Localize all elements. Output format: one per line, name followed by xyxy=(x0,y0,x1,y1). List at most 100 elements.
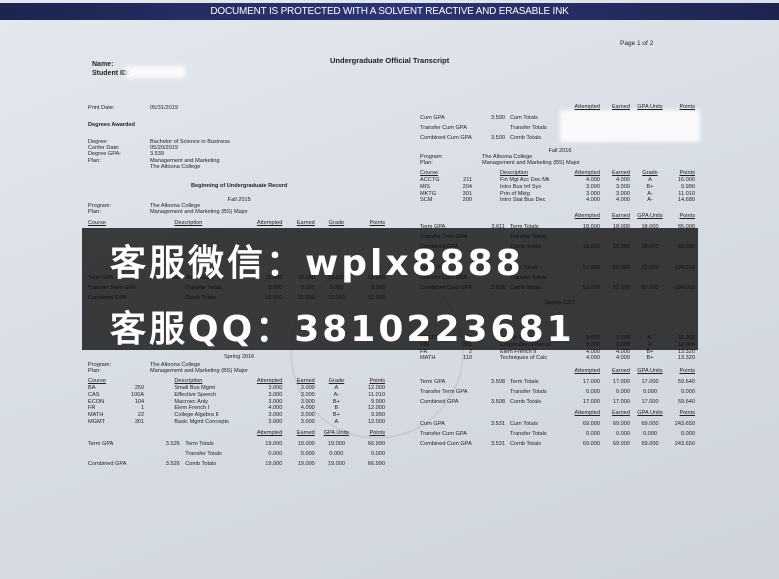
course-cell: 3.000 xyxy=(300,412,315,419)
page-number: Page 1 of 2 xyxy=(620,40,654,47)
totals-value: 0.000 xyxy=(643,389,657,395)
totals-value: 69.000 xyxy=(641,441,659,447)
course-cell: CAS xyxy=(88,391,100,398)
course-cell: FR xyxy=(88,405,96,412)
course-cell: 3.000 xyxy=(268,398,283,405)
course-cell: BA xyxy=(88,385,96,391)
column-header: Attempted xyxy=(256,430,283,436)
course-cell: Basic Mgmt Concepts xyxy=(174,419,229,425)
totals-value: 17.000 xyxy=(612,399,630,405)
gpa-value: 3.500 xyxy=(491,115,505,121)
field-label: Program: xyxy=(88,362,112,368)
totals-value: 19.000 xyxy=(327,441,345,447)
course-cell: 301 xyxy=(462,190,472,197)
course-cell: 9.990 xyxy=(681,183,695,190)
totals-value: 0.000 xyxy=(300,451,315,457)
column-header: GPA Units xyxy=(637,213,663,219)
section-heading: Degrees Awarded xyxy=(88,122,135,128)
course-cell: 4.000 xyxy=(586,355,600,362)
course-cell: 3.000 xyxy=(300,391,315,398)
column-header: Earned xyxy=(296,220,315,226)
redaction xyxy=(125,66,185,78)
field-value: 3.539 xyxy=(150,151,164,158)
field-value: The Altoona College xyxy=(482,154,533,160)
column-header: GPA Units xyxy=(323,430,350,436)
field-label: Plan: xyxy=(420,160,433,167)
column-header: GPA Units xyxy=(637,410,663,416)
totals-label: Transfer Totals xyxy=(510,389,547,395)
watermark-band: 客服微信：wplx8888 客服QQ：3810223681 xyxy=(82,228,698,350)
course-cell: 4.000 xyxy=(616,197,630,204)
totals-value: 0.000 xyxy=(681,431,695,437)
totals-value: 69.000 xyxy=(641,421,659,427)
totals-value: 243.650 xyxy=(674,421,695,427)
column-header: Attempted xyxy=(256,378,283,384)
redaction xyxy=(560,110,700,142)
field-value: 05/20/2019 xyxy=(150,145,178,152)
totals-value: 0.000 xyxy=(586,389,600,395)
totals-value: 18.000 xyxy=(582,224,600,230)
course-cell: Macroec Anly xyxy=(174,398,208,405)
totals-value: 59.640 xyxy=(677,379,695,385)
course-cell: 12.000 xyxy=(367,405,385,412)
totals-label: Transfer Totals xyxy=(185,451,222,457)
gpa-label: Combined Cum GPA xyxy=(420,441,472,447)
term-heading: Fall 2015 xyxy=(227,197,251,203)
course-cell: 211 xyxy=(463,177,472,183)
column-header: Attempted xyxy=(256,220,283,226)
gpa-value: 3.526 xyxy=(165,461,180,467)
totals-label: Transfer Totals xyxy=(510,125,547,131)
totals-value: 69.000 xyxy=(582,441,600,447)
course-cell: 4.000 xyxy=(300,405,315,412)
course-cell: Intro Bus Inf Sys xyxy=(500,183,542,190)
course-cell: B+ xyxy=(332,412,340,419)
gpa-value: 3.508 xyxy=(491,399,505,405)
column-header: Points xyxy=(679,368,695,374)
gpa-value: 3.508 xyxy=(491,379,505,385)
name-label: Name: xyxy=(92,61,114,68)
field-label: Print Date: xyxy=(88,105,115,111)
gpa-value: 3.531 xyxy=(491,441,505,447)
gpa-label: Transfer Term GPA xyxy=(420,389,468,395)
field-value: The Altoona College xyxy=(150,163,201,170)
course-cell: 301 xyxy=(134,419,145,425)
course-cell: 3.000 xyxy=(586,190,600,197)
course-cell: Techniques of Calc xyxy=(500,355,548,362)
course-cell: 200 xyxy=(462,197,472,204)
course-cell: Prin of Mktg xyxy=(500,190,530,197)
totals-value: 17.000 xyxy=(582,399,600,405)
totals-label: Cum Totals xyxy=(510,421,538,427)
course-cell: 1 xyxy=(141,405,145,412)
course-cell: MATH xyxy=(420,355,436,362)
field-label: Confer Date: xyxy=(88,145,120,152)
totals-value: 17.000 xyxy=(582,379,600,385)
course-cell: 4.000 xyxy=(616,177,630,183)
course-cell: MGMT xyxy=(88,419,106,425)
column-header: Grade xyxy=(642,170,658,176)
course-cell: Intro Stat Bus Dec xyxy=(500,197,546,204)
column-header: Grade xyxy=(328,220,345,226)
course-cell: MIS xyxy=(420,183,430,190)
totals-value: 0.000 xyxy=(681,389,695,395)
column-header: Earned xyxy=(611,213,630,219)
gpa-label: Transfer Cum GPA xyxy=(420,125,467,131)
gpa-label: Combined GPA xyxy=(88,461,127,467)
gpa-label: Transfer Cum GPA xyxy=(420,431,467,437)
course-cell: 13.320 xyxy=(677,348,695,355)
gpa-label: Combined Cum GPA xyxy=(420,135,472,141)
course-cell: 104 xyxy=(134,398,145,405)
course-cell: 4.000 xyxy=(586,177,600,183)
field-label: Degree GPA: xyxy=(88,151,121,158)
course-cell: 3.000 xyxy=(616,183,630,190)
totals-value: 0.000 xyxy=(329,451,344,457)
course-cell: 14.680 xyxy=(677,197,695,204)
course-cell: 3.000 xyxy=(268,391,283,398)
column-header: Earned xyxy=(611,410,630,416)
watermark-text: 客服微信：wplx8888 xyxy=(110,243,524,284)
gpa-value: 3.611 xyxy=(491,224,505,230)
term-heading: Spring 2016 xyxy=(224,354,255,360)
gpa-label: Cum GPA xyxy=(420,115,445,121)
column-header: Points xyxy=(679,410,695,416)
course-cell: 3.000 xyxy=(300,385,315,391)
totals-value: 69.000 xyxy=(612,421,630,427)
